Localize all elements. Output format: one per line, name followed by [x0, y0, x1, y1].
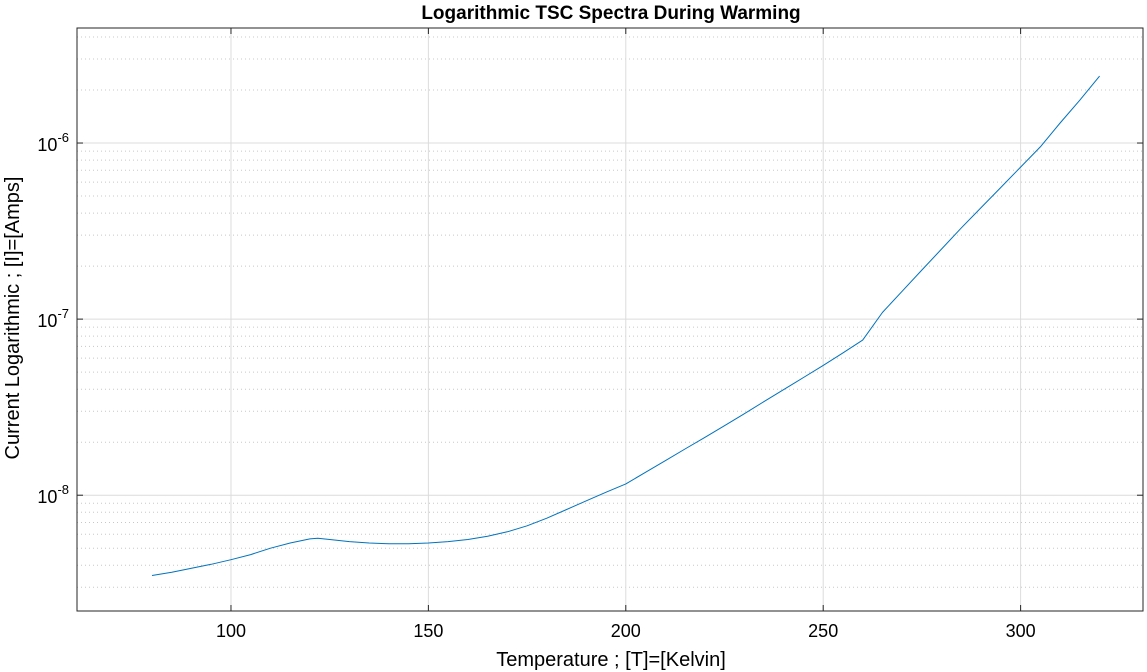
y-axis-label: Current Logarithmic ; [I]=[Amps]: [2, 177, 24, 460]
x-axis-ticks: 100 150 200 250 300: [216, 28, 1036, 641]
y-tick-label: 10-6: [37, 130, 69, 155]
series-layer: [151, 75, 1100, 576]
y-tick-label: 10-8: [37, 482, 69, 507]
x-tick-label: 100: [216, 621, 246, 641]
minor-grid: [77, 36, 1143, 588]
y-tick-label: 10-7: [37, 306, 69, 331]
x-tick-label: 250: [808, 621, 838, 641]
x-axis-label: Temperature ; [T]=[Kelvin]: [496, 649, 726, 671]
series-line-0: [151, 75, 1100, 576]
x-tick-label: 200: [611, 621, 641, 641]
plot-area: 100 150 200 250 300 10-8 10-7 10-6: [37, 27, 1144, 641]
major-grid: [77, 28, 1143, 611]
y-axis-ticks: 10-8 10-7 10-6: [37, 130, 1143, 507]
chart-title: Logarithmic TSC Spectra During Warming: [421, 3, 800, 24]
x-tick-label: 300: [1006, 621, 1036, 641]
x-tick-label: 150: [413, 621, 443, 641]
